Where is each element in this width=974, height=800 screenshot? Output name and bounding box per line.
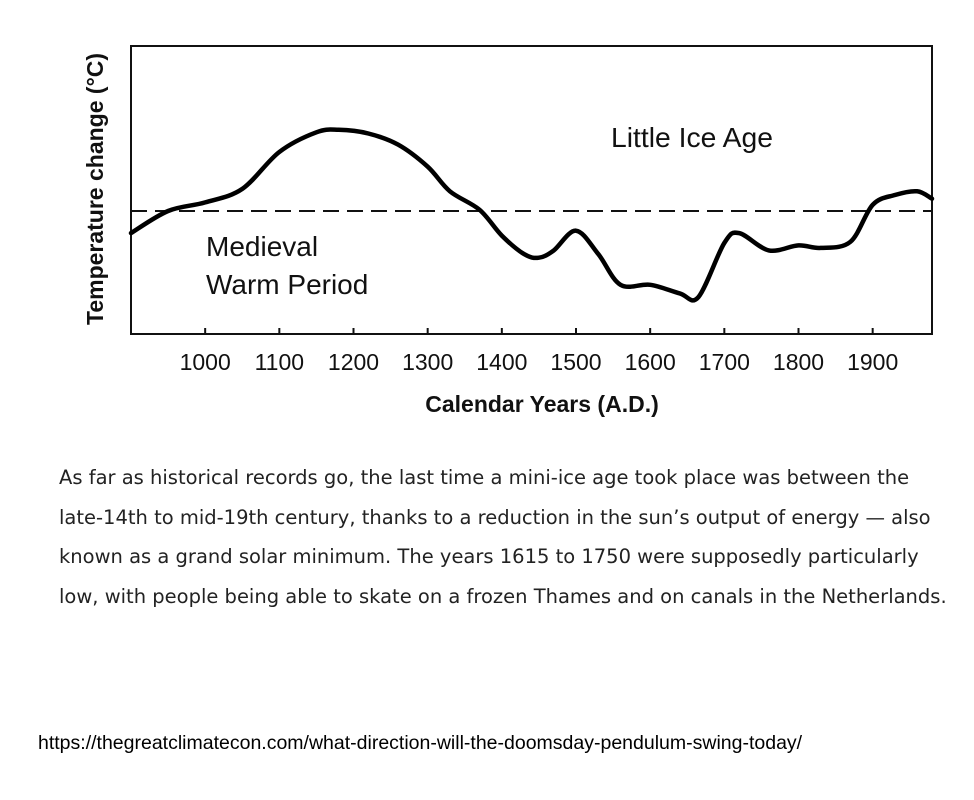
- x-tick-label: 1600: [625, 349, 676, 375]
- x-axis-tick-labels: 1000 1100 1200 1300 1400 1500 1600 1700 1800 1900: [180, 349, 899, 375]
- x-tick-label: 1300: [402, 349, 453, 375]
- x-axis-ticks: [204, 328, 874, 334]
- x-tick-label: 1500: [550, 349, 601, 375]
- annotation-medieval-warm-period: Medieval Warm Period: [206, 231, 368, 300]
- temperature-chart: 1000 1100 1200 1300 1400 1500 1600 1700 1800 1900…: [82, 45, 935, 417]
- temperature-series-line: [128, 127, 935, 303]
- plot-frame: [130, 45, 933, 335]
- x-tick-label: 1200: [328, 349, 379, 375]
- source-url: https://thegreatclimatecon.com/what-dire…: [38, 732, 803, 754]
- caption-paragraph: As far as historical records go, the las…: [59, 466, 947, 608]
- x-tick-label: 1700: [699, 349, 750, 375]
- x-tick-label: 1100: [255, 349, 304, 375]
- annotation-little-ice-age: Little Ice Age: [611, 122, 773, 153]
- x-tick-label: 1400: [476, 349, 527, 375]
- x-axis-title: Calendar Years (A.D.): [425, 391, 659, 417]
- annotation-line: Warm Period: [206, 269, 368, 300]
- annotation-line: Medieval: [206, 231, 318, 262]
- y-axis-title: Temperature change (°C): [82, 53, 108, 325]
- chart-svg: 1000 1100 1200 1300 1400 1500 1600 1700 1800 1900…: [82, 45, 935, 417]
- x-tick-label: 1900: [847, 349, 898, 375]
- x-tick-label: 1000: [180, 349, 231, 375]
- x-tick-label: 1800: [773, 349, 824, 375]
